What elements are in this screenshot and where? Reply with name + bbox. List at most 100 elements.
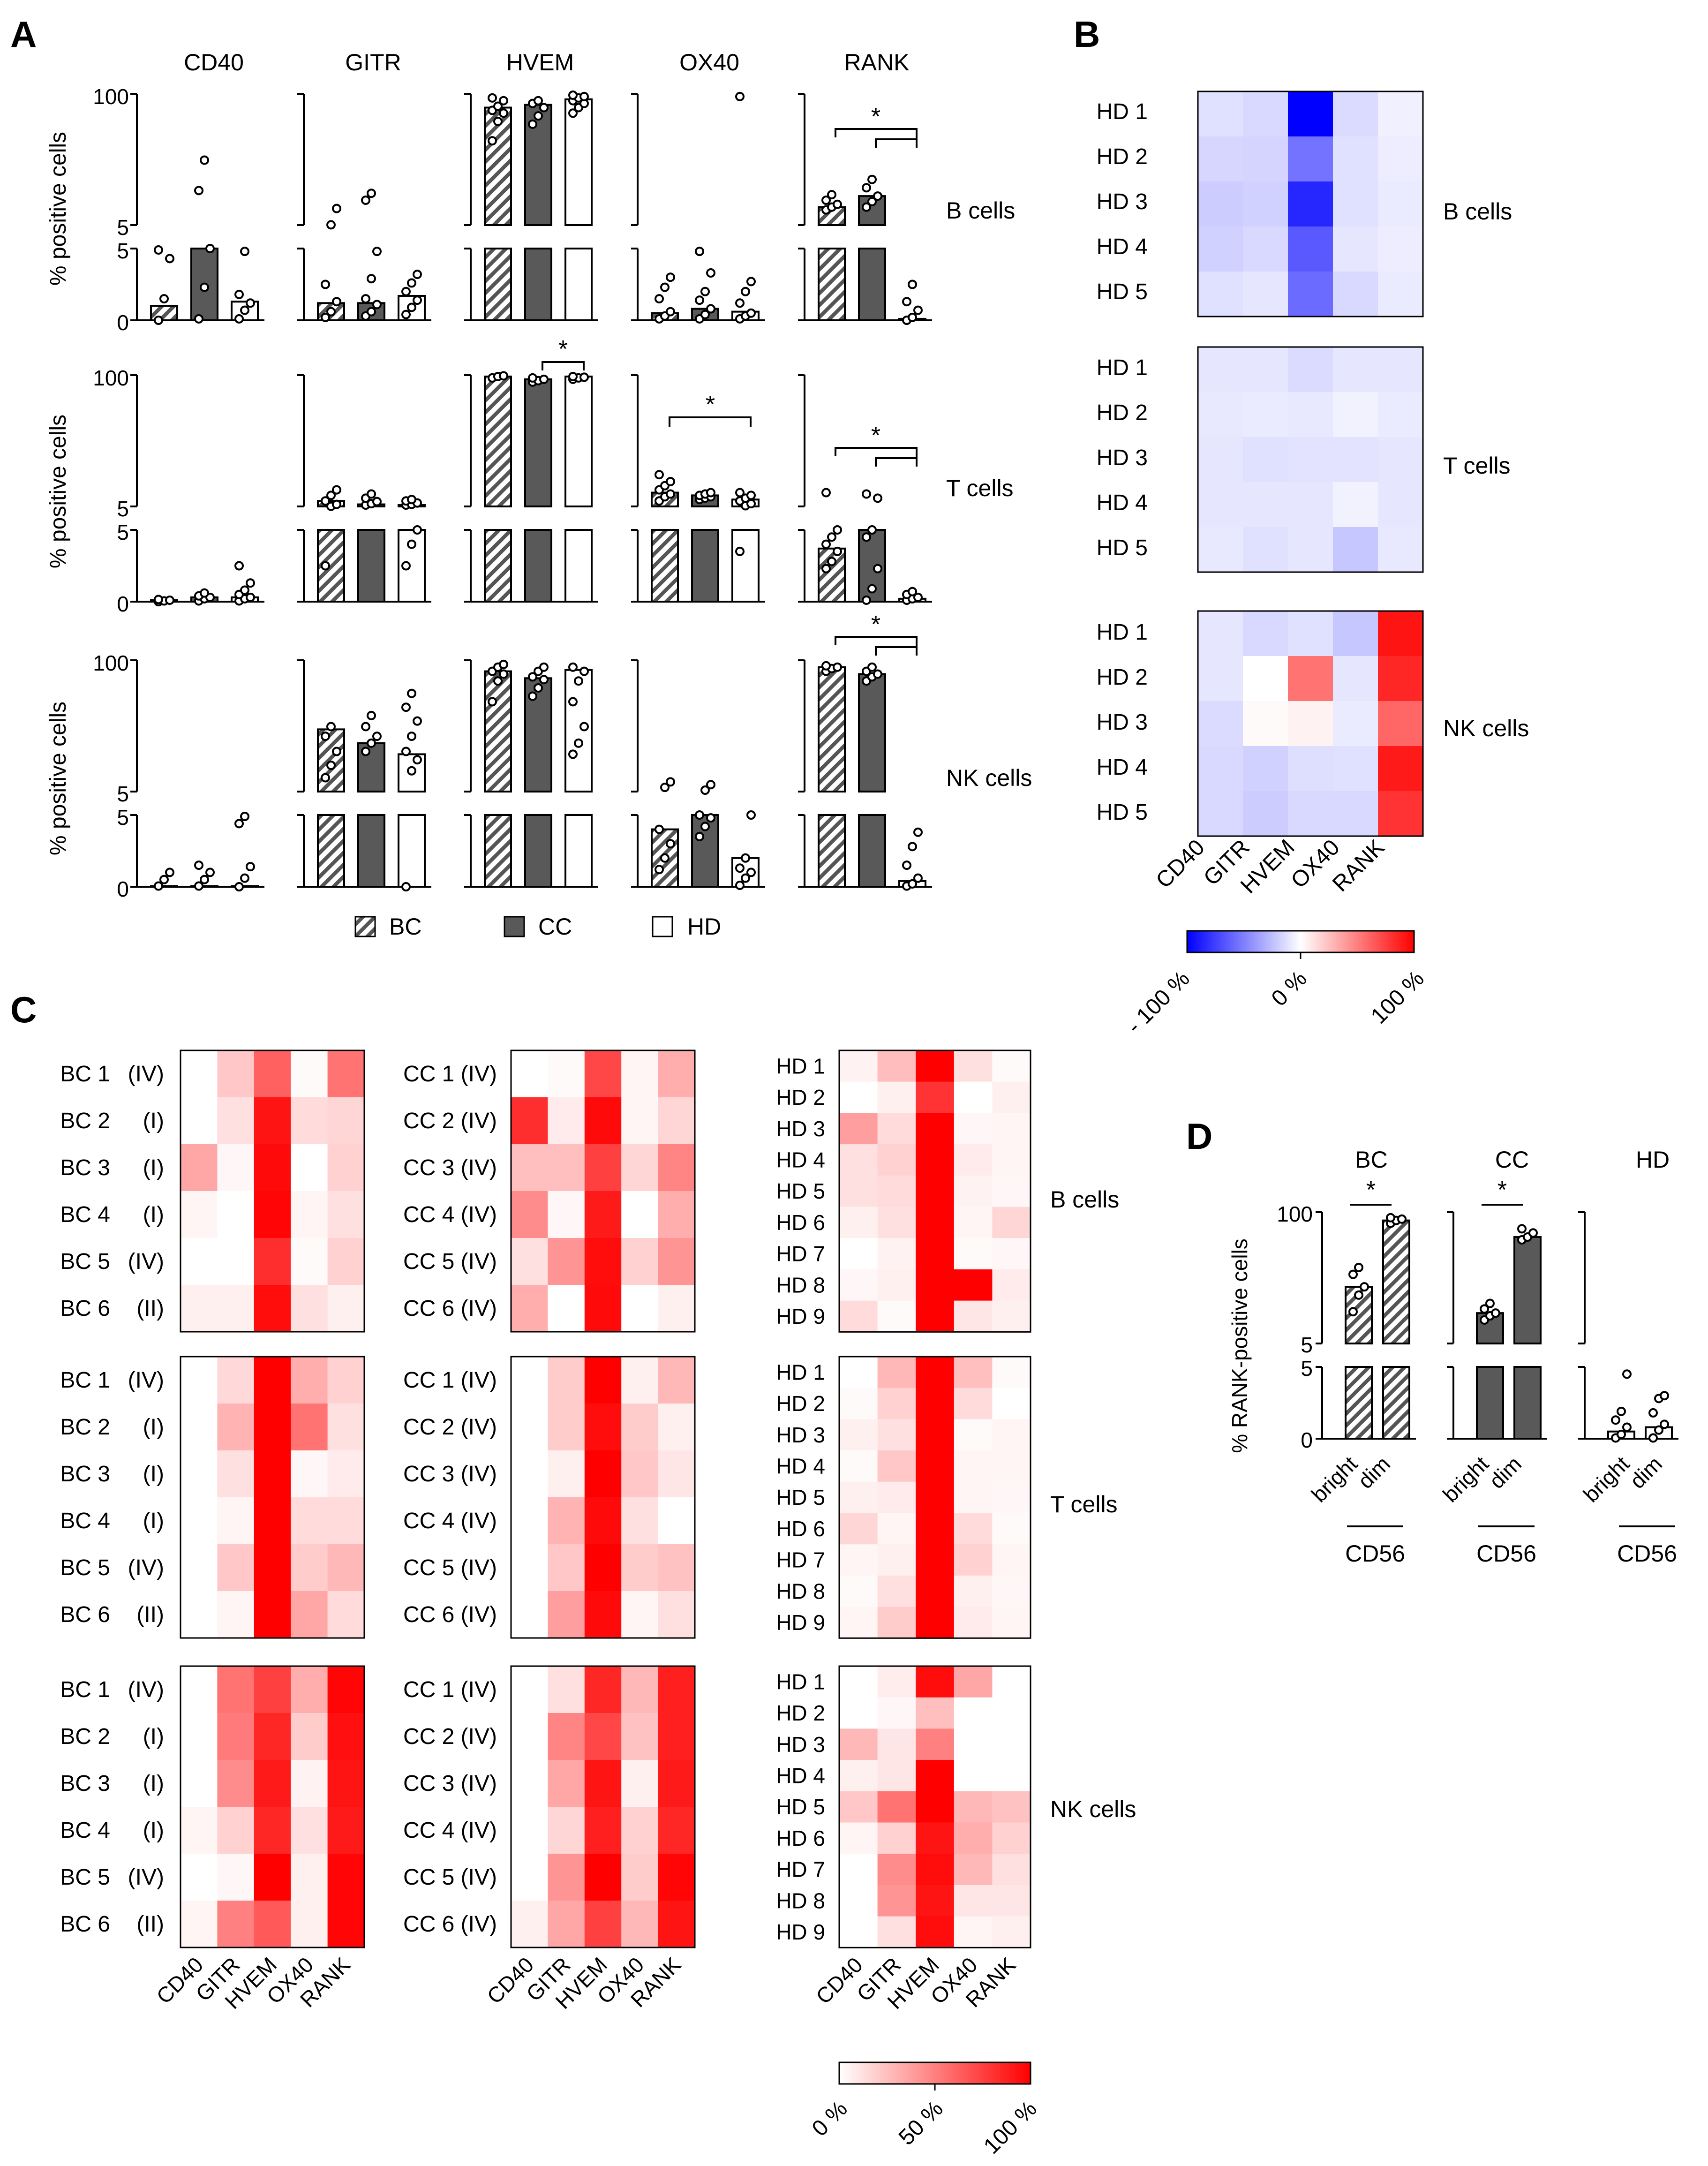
heat-cell: [181, 1144, 218, 1192]
c-row-label: BC 6: [60, 1912, 110, 1937]
heat-border: [180, 1665, 365, 1948]
heat-cell: [548, 1807, 585, 1854]
heat-cell: [584, 1191, 622, 1238]
data-point: [488, 93, 497, 103]
heat-cell: [1333, 656, 1378, 702]
c-row-label: BC 5: [60, 1249, 110, 1274]
data-point: [821, 661, 831, 671]
heat-cell: [1378, 656, 1423, 702]
data-point: [660, 783, 670, 792]
heat-cell: [877, 1666, 916, 1698]
heat-cell: [954, 1760, 993, 1792]
heat-cell: [877, 1450, 916, 1482]
heat-cell: [1378, 746, 1423, 792]
heat-cell: [658, 1097, 695, 1145]
c-row-stage: (II): [136, 1602, 164, 1627]
heat-cell: [511, 1807, 548, 1854]
c-row-stage: (I): [143, 1724, 164, 1749]
data-point: [700, 309, 710, 319]
data-point: [326, 722, 336, 732]
data-point: [234, 819, 244, 829]
heat-cell: [877, 1791, 916, 1823]
data-point: [372, 497, 382, 506]
heat-cell: [584, 1144, 622, 1192]
a-ylabel: % positive cells: [46, 415, 71, 568]
heat-cell: [327, 1497, 365, 1545]
b-row-label: HD 1: [1097, 620, 1148, 645]
heat-cell: [916, 1607, 955, 1638]
heat-cell: [548, 1144, 585, 1192]
heat-cell: [584, 1544, 622, 1592]
data-point: [833, 525, 842, 535]
b-row-label: HD 1: [1097, 355, 1148, 380]
heat-cell: [1333, 181, 1378, 227]
heat-cell: [877, 1916, 916, 1948]
data-point: [706, 488, 715, 498]
a-sig-star: *: [871, 422, 880, 449]
data-point: [488, 136, 497, 146]
c-row-stage: (II): [136, 1296, 164, 1321]
heat-cell: [1333, 437, 1378, 483]
c-row-label: CC 3 (IV): [403, 1462, 497, 1487]
bar: [524, 378, 552, 507]
c-row-label: HD 5: [776, 1179, 825, 1203]
heat-cell: [916, 1207, 955, 1238]
heat-cell: [658, 1404, 695, 1451]
c-row-label: BC 1: [60, 1062, 110, 1087]
bar: [150, 885, 178, 888]
c-row-label: HD 7: [776, 1548, 825, 1572]
heat-cell: [839, 1269, 878, 1301]
data-point: [200, 155, 209, 165]
data-point: [666, 476, 675, 486]
a-ytick-100: 100: [93, 84, 129, 109]
heat-cell: [916, 1513, 955, 1545]
data-point: [407, 688, 416, 698]
heat-cell: [916, 1300, 955, 1332]
c-cell-label: NK cells: [1050, 1796, 1136, 1822]
heat-cell: [658, 1238, 695, 1285]
data-point: [821, 539, 831, 549]
heat-cell: [511, 1854, 548, 1901]
heat-cell: [511, 1544, 548, 1592]
data-point: [833, 546, 842, 556]
heat-cell: [877, 1081, 916, 1113]
heat-cell: [254, 1807, 291, 1854]
c-row-label: CC 5 (IV): [403, 1555, 497, 1580]
heat-cell: [1288, 611, 1333, 657]
a-sig-rank-b: [835, 128, 918, 148]
c-colorbar-label: 100 %: [979, 2096, 1042, 2159]
heat-cell: [291, 1544, 328, 1592]
heat-cell: [291, 1050, 328, 1098]
heat-cell: [839, 1607, 878, 1638]
heat-cell: [839, 1300, 878, 1332]
a-ylabel: % positive cells: [46, 702, 71, 855]
data-point: [499, 669, 508, 679]
heat-cell: [658, 1760, 695, 1807]
c-row-label: HD 4: [776, 1147, 825, 1172]
heat-cell: [954, 1388, 993, 1419]
heat-cell: [877, 1207, 916, 1238]
bar: [317, 814, 345, 888]
c-row-stage: (IV): [128, 1677, 164, 1702]
bar: [484, 375, 512, 508]
heat-cell: [621, 1097, 659, 1145]
heat-cell: [327, 1404, 365, 1451]
data-point: [539, 675, 549, 685]
heat-cell: [217, 1666, 255, 1713]
heat-cell: [1288, 272, 1333, 317]
heat-cell: [327, 1450, 365, 1498]
data-point: [735, 488, 745, 498]
b-cell-label: NK cells: [1443, 715, 1529, 741]
a-sig-star: *: [706, 391, 715, 418]
data-point: [234, 314, 244, 324]
bar: [357, 529, 385, 603]
a-ytick-100: 100: [93, 366, 129, 390]
heat-cell: [254, 1450, 291, 1498]
bar: [858, 673, 886, 792]
heat-cell: [1288, 226, 1333, 272]
heat-cell: [254, 1713, 291, 1760]
heat-cell: [548, 1854, 585, 1901]
heat-cell: [1243, 91, 1288, 137]
heat-cell: [916, 1575, 955, 1608]
data-point: [367, 738, 376, 748]
